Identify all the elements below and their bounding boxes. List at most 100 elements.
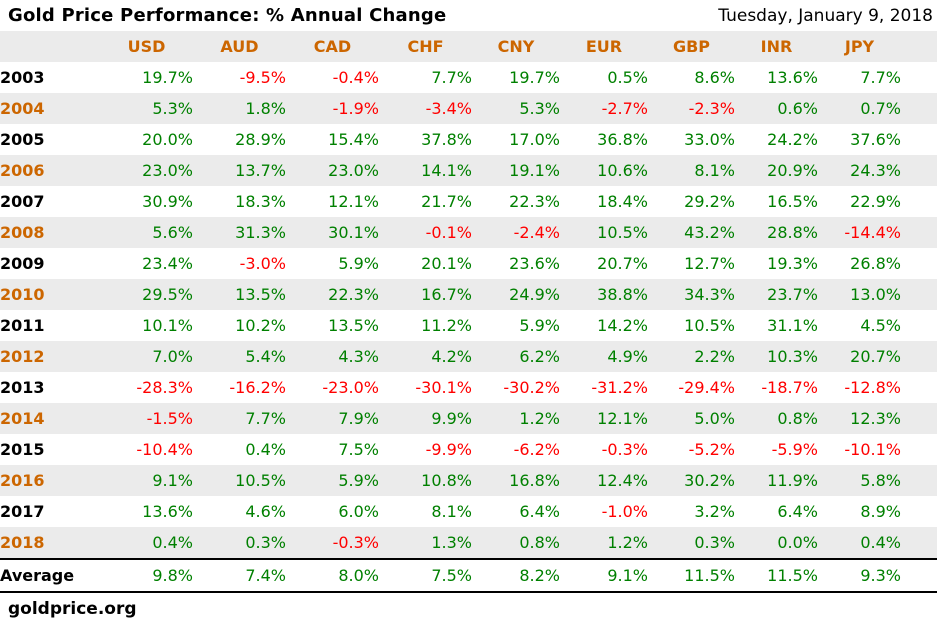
value-cell: 5.0% bbox=[694, 409, 735, 428]
value-cell: 7.7% bbox=[245, 409, 286, 428]
value-cell: 5.8% bbox=[860, 471, 901, 490]
value-cell: 10.8% bbox=[421, 471, 472, 490]
value-cell: 13.0% bbox=[850, 285, 901, 304]
value-cell: 0.6% bbox=[777, 99, 818, 118]
row-label: 2004 bbox=[0, 99, 45, 118]
value-cell: 24.9% bbox=[509, 285, 560, 304]
value-cell: 0.3% bbox=[245, 533, 286, 552]
column-header-cad: CAD bbox=[313, 37, 352, 56]
value-cell: 8.6% bbox=[694, 68, 735, 87]
value-cell: 36.8% bbox=[597, 130, 648, 149]
value-cell: -5.9% bbox=[771, 440, 818, 459]
value-cell: 10.5% bbox=[597, 223, 648, 242]
value-cell: 4.6% bbox=[245, 502, 286, 521]
value-cell: -2.7% bbox=[601, 99, 648, 118]
value-cell: 5.9% bbox=[338, 254, 379, 273]
value-cell: 10.2% bbox=[235, 316, 286, 335]
value-cell: 24.2% bbox=[767, 130, 818, 149]
value-cell: 3.2% bbox=[694, 502, 735, 521]
value-cell: 8.1% bbox=[694, 161, 735, 180]
value-cell: 11.9% bbox=[767, 471, 818, 490]
year-row-2017: 2017 13.6% 4.6% 6.0% 8.1% 6.4% -1.0% 3.2% 6.4% 8.… bbox=[0, 496, 937, 527]
value-cell: -1.5% bbox=[146, 409, 193, 428]
year-row-2003: 2003 19.7% -9.5% -0.4% 7.7% 19.7% 0.5% 8.6% 13.6… bbox=[0, 62, 937, 93]
value-cell: 43.2% bbox=[684, 223, 735, 242]
row-label: 2005 bbox=[0, 130, 45, 149]
value-cell: 31.1% bbox=[767, 316, 818, 335]
value-cell: -23.0% bbox=[322, 378, 379, 397]
year-row-2009: 2009 23.4% -3.0% 5.9% 20.1% 23.6% 20.7% 12.7% 19… bbox=[0, 248, 937, 279]
column-header-usd: USD bbox=[127, 37, 166, 56]
value-cell: 19.3% bbox=[767, 254, 818, 273]
value-cell: 0.4% bbox=[860, 533, 901, 552]
value-cell: -0.1% bbox=[425, 223, 472, 242]
value-cell: 9.3% bbox=[860, 566, 901, 585]
row-label: Average bbox=[0, 566, 75, 585]
value-cell: 1.8% bbox=[245, 99, 286, 118]
value-cell: -12.8% bbox=[844, 378, 901, 397]
value-cell: 6.4% bbox=[519, 502, 560, 521]
value-cell: 13.7% bbox=[235, 161, 286, 180]
value-cell: -28.3% bbox=[136, 378, 193, 397]
value-cell: 11.2% bbox=[421, 316, 472, 335]
value-cell: 20.0% bbox=[142, 130, 193, 149]
value-cell: 4.3% bbox=[338, 347, 379, 366]
row-label: 2013 bbox=[0, 378, 45, 397]
brand-label: goldprice.org bbox=[8, 599, 137, 619]
value-cell: 23.0% bbox=[142, 161, 193, 180]
value-cell: 30.2% bbox=[684, 471, 735, 490]
column-header-inr: INR bbox=[760, 37, 793, 56]
value-cell: -10.4% bbox=[136, 440, 193, 459]
value-cell: 38.8% bbox=[597, 285, 648, 304]
value-cell: 12.3% bbox=[850, 409, 901, 428]
value-cell: 31.3% bbox=[235, 223, 286, 242]
year-row-2015: 2015 -10.4% 0.4% 7.5% -9.9% -6.2% -0.3% -5.2% -5… bbox=[0, 434, 937, 465]
value-cell: 0.4% bbox=[245, 440, 286, 459]
value-cell: 10.5% bbox=[684, 316, 735, 335]
value-cell: 30.1% bbox=[328, 223, 379, 242]
row-label: 2003 bbox=[0, 68, 45, 87]
value-cell: -30.2% bbox=[503, 378, 560, 397]
value-cell: 20.1% bbox=[421, 254, 472, 273]
column-header-jpy: JPY bbox=[844, 37, 875, 56]
value-cell: 7.7% bbox=[860, 68, 901, 87]
value-cell: -29.4% bbox=[678, 378, 735, 397]
value-cell: 7.4% bbox=[245, 566, 286, 585]
year-row-2006: 2006 23.0% 13.7% 23.0% 14.1% 19.1% 10.6% 8.1% 20… bbox=[0, 155, 937, 186]
value-cell: -10.1% bbox=[844, 440, 901, 459]
value-cell: 28.8% bbox=[767, 223, 818, 242]
value-cell: -0.3% bbox=[332, 533, 379, 552]
value-cell: 5.6% bbox=[152, 223, 193, 242]
value-cell: 0.3% bbox=[694, 533, 735, 552]
value-cell: 18.4% bbox=[597, 192, 648, 211]
value-cell: -3.0% bbox=[239, 254, 286, 273]
value-cell: 23.4% bbox=[142, 254, 193, 273]
value-cell: 8.1% bbox=[431, 502, 472, 521]
column-header-gbp: GBP bbox=[672, 37, 711, 56]
value-cell: 1.3% bbox=[431, 533, 472, 552]
row-label: 2008 bbox=[0, 223, 45, 242]
year-column-header bbox=[0, 31, 100, 62]
year-row-2016: 2016 9.1% 10.5% 5.9% 10.8% 16.8% 12.4% 30.2% 11.… bbox=[0, 465, 937, 496]
value-cell: 10.1% bbox=[142, 316, 193, 335]
row-label: 2015 bbox=[0, 440, 45, 459]
value-cell: 5.4% bbox=[245, 347, 286, 366]
value-cell: 7.0% bbox=[152, 347, 193, 366]
value-cell: -14.4% bbox=[844, 223, 901, 242]
value-cell: -3.4% bbox=[425, 99, 472, 118]
value-cell: 11.5% bbox=[767, 566, 818, 585]
value-cell: 0.5% bbox=[607, 68, 648, 87]
year-row-2013: 2013 -28.3% -16.2% -23.0% -30.1% -30.2% -31.2%… bbox=[0, 372, 937, 403]
value-cell: 1.2% bbox=[519, 409, 560, 428]
row-label: 2010 bbox=[0, 285, 45, 304]
value-cell: 13.5% bbox=[235, 285, 286, 304]
value-cell: 8.0% bbox=[338, 566, 379, 585]
value-cell: 9.1% bbox=[152, 471, 193, 490]
column-header-aud: AUD bbox=[220, 37, 259, 56]
value-cell: 37.8% bbox=[421, 130, 472, 149]
header-row: USD AUD CAD CHF CNY EUR GBP INR JPY bbox=[0, 31, 937, 62]
value-cell: 6.4% bbox=[777, 502, 818, 521]
year-row-2014: 2014 -1.5% 7.7% 7.9% 9.9% 1.2% 12.1% 5.0% 0.8% 12… bbox=[0, 403, 937, 434]
value-cell: -18.7% bbox=[761, 378, 818, 397]
value-cell: 16.8% bbox=[509, 471, 560, 490]
